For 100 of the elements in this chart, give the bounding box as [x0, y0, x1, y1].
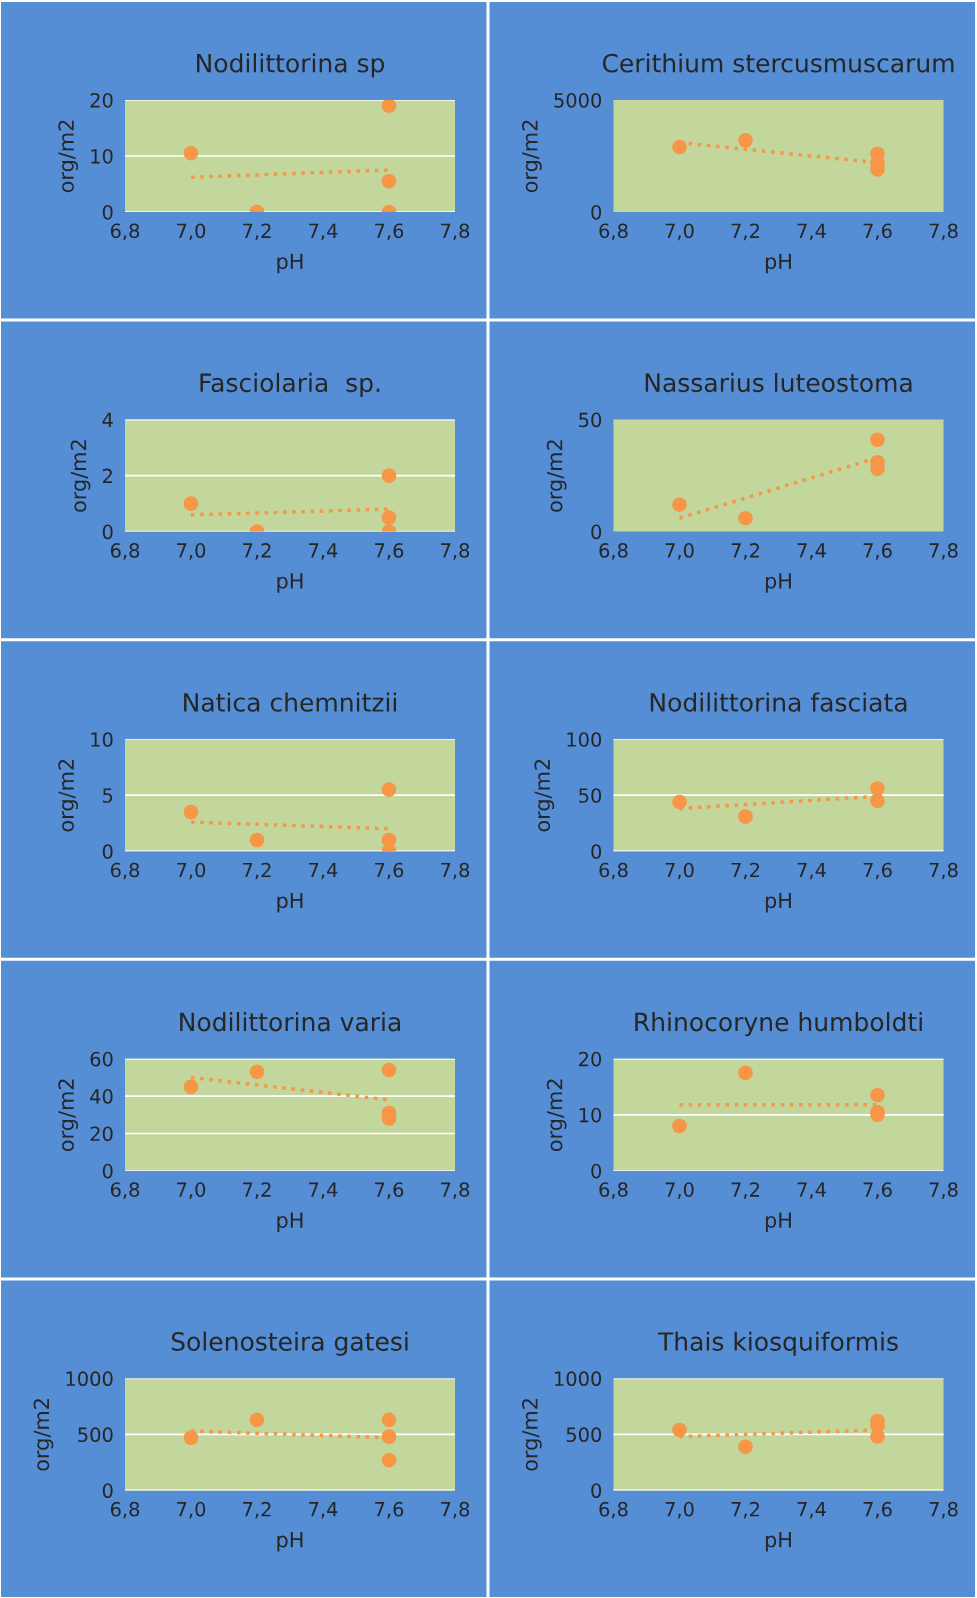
y-tick-label: 0 — [102, 524, 113, 540]
y-axis-title: org/m2 — [534, 759, 555, 832]
x-tick-label: 6,8 — [599, 223, 628, 241]
point — [672, 1118, 687, 1134]
point — [381, 1062, 397, 1078]
y-tick-label: 50 — [579, 788, 602, 803]
x-tick-label: 6,8 — [110, 223, 140, 241]
point — [183, 145, 199, 161]
x-tick-label: 7,6 — [375, 1182, 404, 1199]
point — [381, 100, 397, 113]
point — [738, 1439, 753, 1455]
y-tick-label: 0 — [102, 844, 113, 859]
y-tick-label: 10 — [91, 148, 113, 164]
x-tick-label: 6,8 — [599, 1501, 628, 1519]
x-tick-label: 7,2 — [731, 1501, 760, 1519]
x-tick-label: 6,8 — [110, 862, 140, 880]
x-axis-title: pH — [277, 892, 303, 913]
y-axis-title: org/m2 — [546, 440, 567, 512]
x-tick-label: 7,2 — [243, 223, 271, 241]
x-tick-label: 7,2 — [243, 543, 271, 560]
x-tick-label: 7,8 — [929, 543, 958, 560]
x-tick-label: 7,4 — [309, 1502, 338, 1519]
x-tick-label: 7,4 — [797, 1502, 826, 1519]
x-tick-label: 6,8 — [599, 543, 628, 560]
point — [870, 1429, 885, 1444]
y-axis-title: org/m2 — [58, 759, 79, 832]
x-tick-label: 7,2 — [243, 862, 271, 880]
x-tick-label: 7,2 — [731, 862, 760, 880]
chart-title: Natica chemnitzii — [184, 692, 397, 712]
x-tick-label: 7,0 — [177, 223, 206, 241]
y-tick-label: 50 — [579, 412, 602, 428]
x-tick-label: 7,4 — [797, 543, 826, 560]
x-tick-label: 6,8 — [599, 862, 628, 880]
point — [672, 497, 687, 512]
point — [672, 1422, 687, 1438]
x-tick-label: 7,0 — [665, 862, 694, 880]
y-tick-label: 10 — [91, 732, 113, 747]
chart-title: Solenosteira gatesi — [171, 1331, 408, 1356]
x-tick-label: 7,4 — [309, 1182, 338, 1199]
y-tick-label: 0 — [591, 844, 602, 859]
y-tick-label: 20 — [90, 92, 113, 108]
x-tick-label: 7,8 — [441, 1501, 470, 1519]
y-axis-title: org/m2 — [33, 1399, 54, 1471]
x-tick-label: 7,4 — [797, 1182, 826, 1199]
y-tick-label: 5 — [103, 788, 113, 803]
x-axis-title: pH — [277, 253, 303, 274]
point — [870, 432, 885, 448]
x-tick-label: 7,4 — [797, 862, 826, 880]
y-tick-label: 2 — [102, 468, 112, 483]
y-axis-title: org/m2 — [522, 1399, 542, 1471]
point — [249, 832, 265, 848]
y-tick-label: 0 — [591, 204, 602, 220]
y-tick-label: 5000 — [554, 92, 602, 108]
point — [183, 1079, 199, 1095]
x-axis-title: pH — [765, 253, 791, 274]
y-tick-label: 40 — [90, 1089, 113, 1104]
x-tick-label: 7,8 — [929, 1501, 958, 1519]
point — [672, 794, 687, 810]
x-axis-title: pH — [765, 1212, 791, 1232]
x-tick-label: 7,8 — [441, 1182, 470, 1199]
y-tick-label: 0 — [102, 1483, 113, 1499]
y-tick-label: 0 — [591, 1163, 602, 1179]
x-tick-label: 7,8 — [441, 862, 470, 880]
x-tick-label: 7,6 — [863, 223, 892, 241]
x-tick-label: 7,2 — [243, 1501, 271, 1519]
point — [870, 1087, 885, 1103]
y-tick-label: 20 — [579, 1051, 602, 1067]
y-tick-label: 100 — [567, 732, 602, 747]
x-tick-label: 7,0 — [177, 1501, 206, 1519]
point — [381, 1412, 397, 1428]
x-axis-title: pH — [277, 1532, 303, 1552]
x-tick-label: 6,8 — [599, 1182, 628, 1199]
x-tick-label: 7,2 — [731, 223, 760, 241]
x-tick-label: 7,6 — [863, 1501, 892, 1519]
chart-title: Nodilittorina varia — [180, 1012, 401, 1032]
y-tick-label: 60 — [90, 1051, 113, 1067]
x-tick-label: 6,8 — [110, 1501, 140, 1519]
point — [870, 781, 885, 796]
x-tick-label: 7,6 — [375, 543, 404, 560]
x-tick-label: 7,8 — [929, 1182, 958, 1199]
chart-title: Thais kiosquiformis — [657, 1331, 898, 1356]
x-tick-label: 7,0 — [177, 862, 206, 880]
y-tick-label: 0 — [591, 1483, 602, 1499]
x-axis-title: pH — [277, 573, 303, 593]
x-tick-label: 7,2 — [731, 1182, 760, 1199]
chart-title: Cerithium stercusmuscarum — [602, 53, 954, 73]
x-tick-label: 7,4 — [797, 223, 826, 241]
x-tick-label: 7,6 — [375, 223, 404, 241]
y-axis-title: org/m2 — [522, 120, 542, 193]
x-tick-label: 7,8 — [929, 862, 958, 880]
x-tick-label: 7,2 — [243, 1182, 271, 1199]
point — [381, 1452, 397, 1468]
point — [183, 804, 199, 820]
x-tick-label: 7,6 — [863, 862, 892, 880]
y-tick-label: 1000 — [555, 1371, 602, 1387]
point — [738, 809, 753, 824]
point — [870, 793, 885, 809]
x-tick-label: 7,6 — [375, 1501, 404, 1519]
x-tick-label: 7,0 — [177, 543, 206, 560]
y-axis-title: org/m2 — [546, 1079, 567, 1152]
